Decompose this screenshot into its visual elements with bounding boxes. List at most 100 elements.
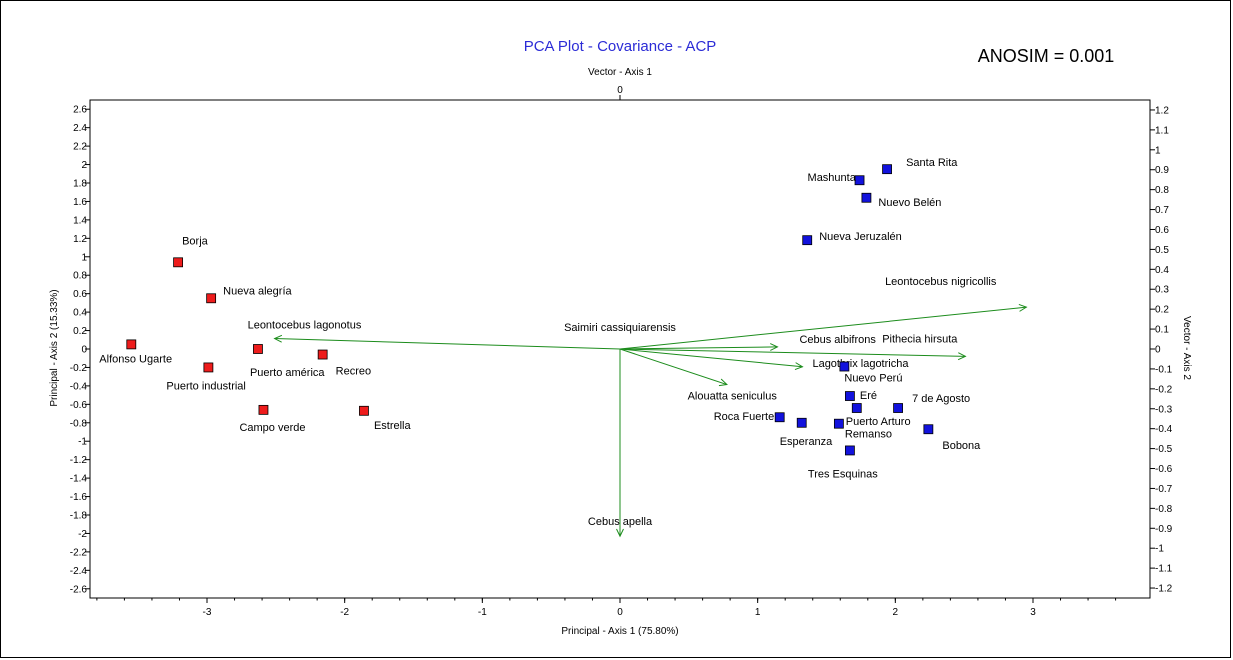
loading-vectors: Leontocebus nigricollis Pithecia hirsuta C…: [248, 276, 1028, 538]
point-label: Roca Fuerte: [714, 411, 775, 423]
y2-tick-label: 0.3: [1155, 285, 1169, 296]
score-point: [206, 293, 217, 304]
vector-label: Leontocebus lagonotus: [248, 320, 362, 332]
point-label: Esperanza: [780, 436, 833, 448]
y2-tick-label: -0.3: [1155, 404, 1173, 415]
point-label: Borja: [182, 235, 209, 247]
y-tick-label: -1.6: [70, 492, 88, 503]
score-point: [861, 192, 872, 203]
y-tick-label: -1: [78, 437, 87, 448]
score-point: [923, 424, 934, 435]
y-tick-label: 0.6: [73, 289, 87, 300]
vector-arrowhead: [770, 343, 779, 351]
y2-tick-label: -0.4: [1155, 424, 1173, 435]
y2-tick-label: -0.6: [1155, 464, 1173, 475]
y-tick-label: 0.4: [73, 308, 87, 319]
y-tick-label: -1.8: [70, 511, 88, 522]
point-label: Puerto industrial: [166, 380, 246, 392]
y-tick-label: 2.6: [73, 105, 87, 116]
score-point: [802, 235, 813, 246]
vector-label: Saimiri cassiquiarensis: [564, 322, 676, 334]
top-axis-label: Vector - Axis 1: [588, 67, 652, 78]
vector-line: [619, 346, 778, 350]
y-tick-label: 0.2: [73, 326, 87, 337]
axes: -3 -2 -1 0 1 2 3 2.6 2.4 2.2 2 1.8 1.6 1.4 1.2 1 0.8 0.6 0…: [70, 95, 1173, 618]
point-label: Alfonso Ugarte: [99, 353, 172, 365]
x-tick-label: -1: [478, 607, 487, 618]
point-label: Nuevo Perú: [844, 373, 902, 385]
y2-tick-label: 0.5: [1155, 245, 1169, 256]
chart-title: PCA Plot - Covariance - ACP: [524, 38, 717, 55]
y-tick-label: 0.8: [73, 271, 87, 282]
y2-tick-label: 0: [1155, 345, 1161, 356]
y-tick-label: -0.6: [70, 400, 88, 411]
y2-tick-label: 0.1: [1155, 325, 1169, 336]
y-tick-label: 2.2: [73, 142, 87, 153]
score-point: [844, 445, 855, 456]
x-tick-label: -3: [203, 607, 212, 618]
y-tick-label: -2.2: [70, 547, 88, 558]
point-label: Nueva alegría: [223, 285, 292, 297]
point-label: Puerto américa: [250, 367, 325, 379]
point-label: Estrella: [374, 420, 412, 432]
score-point: [893, 403, 903, 413]
vector-label: Cebus albifrons: [799, 334, 876, 346]
vector-arrowhead: [616, 528, 624, 538]
point-label: Recreo: [336, 366, 371, 378]
point-label: Eré: [860, 390, 877, 402]
score-point: [796, 417, 807, 428]
vector-label: Cebus apella: [588, 516, 653, 528]
vector-arrowhead: [1018, 303, 1028, 312]
score-point: [844, 391, 855, 401]
y2-tick-label: -0.8: [1155, 504, 1173, 515]
y2-tick-label: -0.5: [1155, 444, 1173, 455]
y2-tick-label: -0.1: [1155, 364, 1173, 375]
y-tick-label: 2: [81, 160, 87, 171]
vector-arrowhead: [794, 362, 804, 371]
x-tick-label: 3: [1030, 607, 1036, 618]
y2-tick-label: -1: [1155, 544, 1164, 555]
point-label: Remanso: [845, 429, 892, 441]
y2-tick-label: 0.8: [1155, 185, 1169, 196]
vector-arrowhead: [957, 352, 967, 361]
vector-label: Lagothrix lagotricha: [812, 358, 909, 370]
x-axis-title: Principal - Axis 1 (75.80%): [561, 626, 678, 637]
vector-line: [619, 348, 728, 386]
y2-tick-label: 0.6: [1155, 225, 1169, 236]
y-tick-label: -0.2: [70, 363, 88, 374]
y-tick-label: -0.8: [70, 418, 88, 429]
x-tick-label: 1: [755, 607, 761, 618]
y-tick-label: 1.6: [73, 197, 87, 208]
point-label: Nuevo Belén: [878, 197, 941, 209]
point-label: Mashunta: [808, 172, 857, 184]
top-axis-tick-label: 0: [617, 85, 623, 96]
y2-tick-label: -0.2: [1155, 384, 1173, 395]
vector-label: Pithecia hirsuta: [882, 333, 958, 345]
y2-tick-label: 0.2: [1155, 305, 1169, 316]
score-point: [359, 405, 369, 416]
y-tick-label: -2.4: [70, 566, 88, 577]
y2-tick-label: -1.2: [1155, 584, 1173, 595]
y2-tick-label: 1.2: [1155, 105, 1169, 116]
score-point: [833, 418, 844, 429]
y-tick-label: -2: [78, 529, 87, 540]
x-tick-label: 2: [893, 607, 899, 618]
y2-tick-label: -0.7: [1155, 484, 1173, 495]
y2-tick-label: 0.9: [1155, 165, 1169, 176]
point-label: Santa Rita: [906, 157, 958, 169]
score-points: Borja Nueva alegría Alfonso Ugarte Puerto a…: [99, 157, 981, 480]
point-label: Puerto Arturo: [846, 416, 911, 428]
y2-tick-label: -0.9: [1155, 524, 1173, 535]
point-label: Bobona: [942, 440, 981, 452]
y-tick-label: 1: [81, 252, 87, 263]
y-axis-title: Principal - Axis 2 (15.33%): [49, 289, 60, 406]
y-tick-label: 2.4: [73, 123, 87, 134]
score-point: [253, 344, 263, 354]
y2-tick-label: 0.4: [1155, 265, 1169, 276]
anosim-annotation: ANOSIM = 0.001: [978, 46, 1115, 66]
vector-label: Alouatta seniculus: [688, 391, 778, 403]
vector-line: [619, 348, 803, 368]
y2-tick-label: -1.1: [1155, 564, 1173, 575]
